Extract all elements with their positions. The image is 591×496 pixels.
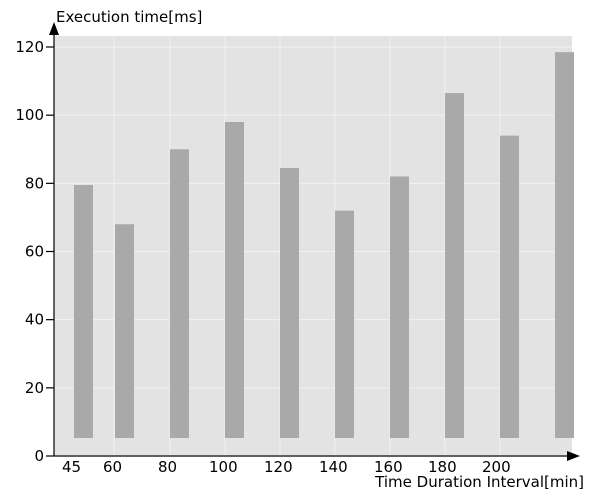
y-tick-label: 60: [25, 243, 44, 261]
x-tick-label: 100: [209, 458, 238, 476]
bar: [280, 167, 299, 438]
x-tick-label: 80: [158, 458, 177, 476]
bar: [390, 176, 409, 438]
bar: [170, 149, 189, 438]
y-tick-label: 80: [25, 174, 44, 192]
bar: [555, 52, 574, 439]
x-tick-label: 45: [62, 458, 81, 476]
bar: [115, 224, 134, 438]
bar: [445, 93, 464, 438]
y-axis-title: Execution time[ms]: [56, 8, 202, 26]
axes: [49, 22, 580, 461]
plot-area: [54, 36, 572, 455]
bars: [74, 52, 574, 439]
x-axis-arrow-icon: [567, 451, 580, 461]
y-tick-label: 40: [25, 311, 44, 329]
x-tick-label: 60: [103, 458, 122, 476]
y-tick-label: 120: [15, 38, 44, 56]
x-axis-title: Time Duration Interval[min]: [374, 473, 584, 491]
bar: [225, 121, 244, 438]
x-tick-label: 200: [482, 458, 511, 476]
x-tick-label: 120: [264, 458, 293, 476]
y-tick-label: 20: [25, 379, 44, 397]
y-tick-label: 0: [34, 447, 44, 465]
y-axis-ticks: 0 20 40 60 80 100 120: [15, 38, 54, 465]
x-axis-ticks: 45 60 80 100 120 140 160 180 200: [62, 458, 511, 476]
x-tick-label: 180: [428, 458, 457, 476]
bar: [335, 210, 354, 438]
bar: [500, 135, 519, 438]
bar: [74, 185, 93, 438]
x-tick-label: 140: [319, 458, 348, 476]
x-tick-label: 160: [374, 458, 403, 476]
y-axis-arrow-icon: [49, 22, 59, 35]
y-tick-label: 100: [15, 106, 44, 124]
